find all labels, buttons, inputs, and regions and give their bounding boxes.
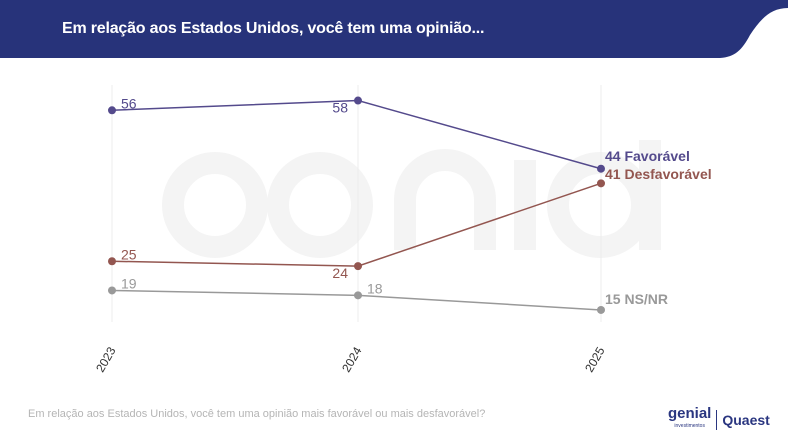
logo-divider [716,410,718,430]
data-point [108,106,116,115]
data-point [354,96,362,105]
data-point [597,305,605,314]
x-tick-label: 2025 [582,344,608,374]
series-end-label: 15 NS/NR [605,291,668,307]
series-line [111,99,602,170]
data-point [354,262,362,271]
logos: genial investimentos Quaest [668,405,770,433]
data-label: 18 [367,280,383,296]
x-tick-label: 2023 [93,344,119,374]
data-label: 58 [332,100,348,116]
quaest-logo: Quaest [722,412,770,428]
x-tick-label: 2024 [339,344,365,374]
data-point [108,257,116,266]
data-label: 56 [121,95,137,111]
data-point [354,291,362,300]
header-banner [0,0,788,58]
data-point [108,286,116,295]
data-label: 24 [332,265,348,281]
series-end-label: 44 Favorável [605,148,690,164]
page-title: Em relação aos Estados Unidos, você tem … [62,20,485,37]
data-point [597,179,605,188]
data-label: 25 [121,246,137,262]
series-line [111,182,602,267]
footer-question: Em relação aos Estados Unidos, você tem … [28,408,486,420]
data-point [597,164,605,173]
line-chart: 2023 2024 2025 56 58 44 Favorável 25 24 41 Desfa… [93,85,712,375]
series-end-label: 41 Desfavorável [605,166,712,182]
data-label: 19 [121,275,137,291]
genial-logo: genial investimentos [668,405,712,429]
